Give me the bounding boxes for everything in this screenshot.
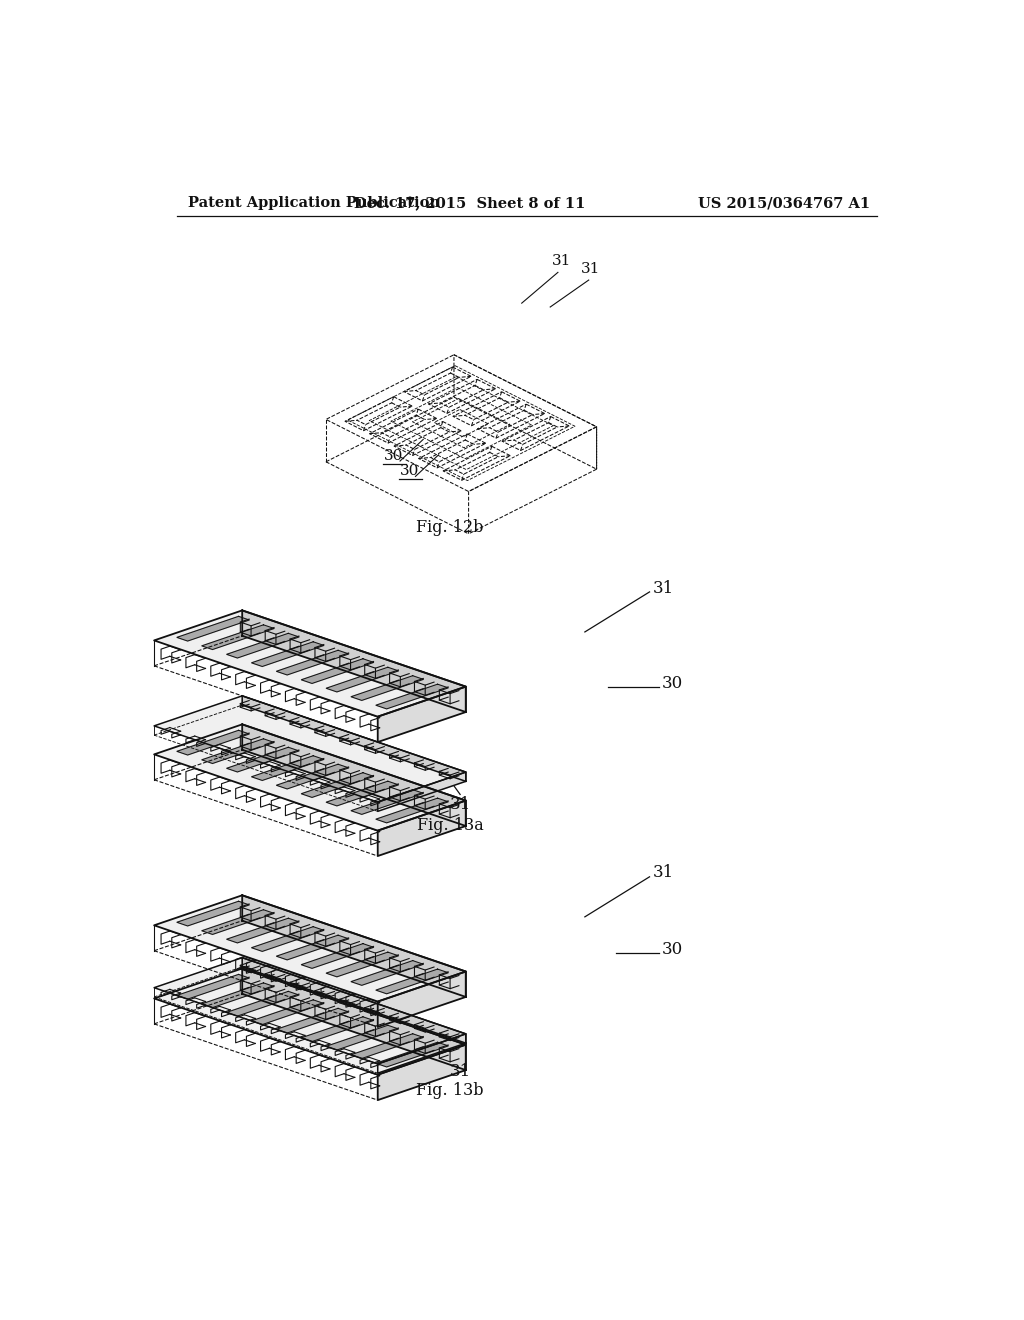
- Polygon shape: [376, 969, 449, 994]
- Text: 31: 31: [652, 579, 674, 597]
- Polygon shape: [155, 895, 466, 1002]
- Text: 30: 30: [662, 941, 683, 958]
- Polygon shape: [177, 730, 249, 755]
- Polygon shape: [226, 919, 299, 942]
- Text: 31: 31: [582, 263, 601, 276]
- Text: 31: 31: [652, 865, 674, 882]
- Polygon shape: [202, 983, 274, 1007]
- Text: 30: 30: [399, 463, 419, 478]
- Polygon shape: [378, 686, 466, 742]
- Text: Dec. 17, 2015  Sheet 8 of 11: Dec. 17, 2015 Sheet 8 of 11: [353, 197, 585, 210]
- Text: 31: 31: [450, 1063, 471, 1080]
- Polygon shape: [276, 935, 349, 960]
- Polygon shape: [243, 696, 466, 781]
- Polygon shape: [155, 696, 466, 803]
- Polygon shape: [301, 772, 374, 797]
- Polygon shape: [376, 1043, 449, 1067]
- Polygon shape: [351, 1034, 424, 1059]
- Polygon shape: [243, 725, 466, 826]
- Polygon shape: [177, 974, 249, 999]
- Polygon shape: [252, 642, 324, 667]
- Polygon shape: [252, 927, 324, 952]
- Polygon shape: [276, 764, 349, 789]
- Polygon shape: [155, 969, 466, 1074]
- Polygon shape: [351, 676, 424, 701]
- Text: US 2015/0364767 A1: US 2015/0364767 A1: [697, 197, 869, 210]
- Polygon shape: [177, 902, 249, 925]
- Polygon shape: [226, 747, 299, 772]
- Polygon shape: [301, 1016, 374, 1041]
- Polygon shape: [378, 1034, 466, 1073]
- Polygon shape: [177, 616, 249, 642]
- Polygon shape: [301, 659, 374, 684]
- Text: Fig. 13a: Fig. 13a: [417, 817, 483, 834]
- Polygon shape: [351, 789, 424, 814]
- Polygon shape: [301, 944, 374, 969]
- Polygon shape: [155, 610, 466, 717]
- Polygon shape: [276, 1008, 349, 1034]
- Polygon shape: [376, 684, 449, 709]
- Polygon shape: [327, 952, 398, 977]
- Polygon shape: [378, 800, 466, 855]
- Text: 31: 31: [450, 796, 471, 813]
- Text: 31: 31: [552, 253, 571, 268]
- Polygon shape: [327, 781, 398, 807]
- Polygon shape: [276, 651, 349, 675]
- Text: Fig. 13b: Fig. 13b: [417, 1082, 484, 1100]
- Polygon shape: [252, 999, 324, 1024]
- Polygon shape: [202, 909, 274, 935]
- Polygon shape: [202, 624, 274, 649]
- Text: 30: 30: [384, 449, 403, 462]
- Polygon shape: [243, 610, 466, 711]
- Polygon shape: [243, 958, 466, 1043]
- Polygon shape: [243, 895, 466, 997]
- Polygon shape: [155, 725, 466, 830]
- Polygon shape: [226, 634, 299, 657]
- Text: Fig. 12b: Fig. 12b: [417, 519, 483, 536]
- Text: 30: 30: [662, 675, 683, 692]
- Polygon shape: [376, 799, 449, 822]
- Polygon shape: [378, 772, 466, 812]
- Polygon shape: [252, 756, 324, 780]
- Polygon shape: [327, 667, 398, 692]
- Polygon shape: [155, 958, 466, 1064]
- Polygon shape: [226, 991, 299, 1016]
- Text: Patent Application Publication: Patent Application Publication: [188, 197, 440, 210]
- Polygon shape: [202, 739, 274, 763]
- Polygon shape: [378, 1044, 466, 1100]
- Polygon shape: [243, 969, 466, 1071]
- Polygon shape: [327, 1026, 398, 1049]
- Polygon shape: [378, 972, 466, 1027]
- Polygon shape: [351, 961, 424, 985]
